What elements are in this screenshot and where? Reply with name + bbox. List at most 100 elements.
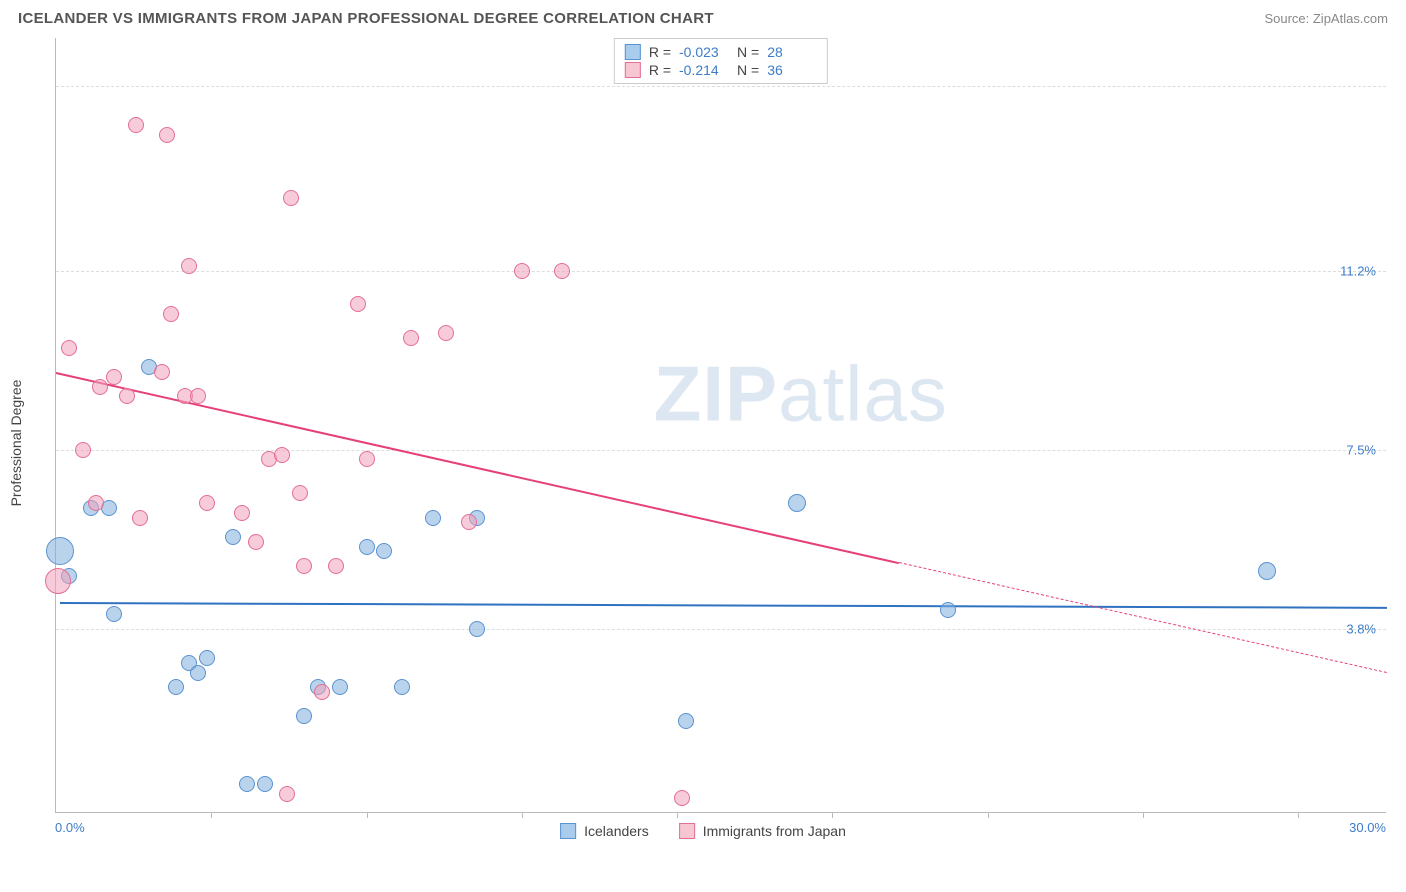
legend-series-item: Icelanders xyxy=(560,823,649,839)
point-immigrants-from-japan xyxy=(190,388,206,404)
point-immigrants-from-japan xyxy=(45,568,71,594)
y-axis-label: Professional Degree xyxy=(8,380,24,507)
point-immigrants-from-japan xyxy=(119,388,135,404)
point-immigrants-from-japan xyxy=(128,117,144,133)
gridline xyxy=(56,86,1386,87)
source-value: ZipAtlas.com xyxy=(1313,11,1388,26)
y-tick-label: 7.5% xyxy=(1346,442,1376,457)
point-icelanders xyxy=(940,602,956,618)
legend-swatch xyxy=(625,62,641,78)
point-immigrants-from-japan xyxy=(132,510,148,526)
legend-series: Icelanders Immigrants from Japan xyxy=(560,823,846,839)
point-icelanders xyxy=(106,606,122,622)
point-immigrants-from-japan xyxy=(328,558,344,574)
chart-wrapper: ICELANDER VS IMMIGRANTS FROM JAPAN PROFE… xyxy=(10,10,1396,882)
legend-swatch xyxy=(679,823,695,839)
x-tick xyxy=(367,812,368,818)
x-tick xyxy=(677,812,678,818)
point-immigrants-from-japan xyxy=(296,558,312,574)
watermark-light: atlas xyxy=(778,350,948,438)
chart-title: ICELANDER VS IMMIGRANTS FROM JAPAN PROFE… xyxy=(18,10,714,27)
gridline xyxy=(56,629,1386,630)
point-immigrants-from-japan xyxy=(274,447,290,463)
legend-n-label: N = xyxy=(737,62,759,78)
point-icelanders xyxy=(257,776,273,792)
point-immigrants-from-japan xyxy=(554,263,570,279)
legend-r-label: R = xyxy=(649,44,671,60)
x-tick xyxy=(988,812,989,818)
legend-r-value: -0.023 xyxy=(679,44,729,60)
point-icelanders xyxy=(678,713,694,729)
y-tick-label: 11.2% xyxy=(1340,263,1376,278)
x-tick xyxy=(1143,812,1144,818)
point-icelanders xyxy=(190,665,206,681)
point-immigrants-from-japan xyxy=(154,364,170,380)
legend-n-value: 36 xyxy=(767,62,817,78)
trend-dash-immigrants-from-japan xyxy=(899,562,1387,673)
point-icelanders xyxy=(225,529,241,545)
point-immigrants-from-japan xyxy=(234,505,250,521)
point-icelanders xyxy=(332,679,348,695)
x-tick xyxy=(832,812,833,818)
point-icelanders xyxy=(239,776,255,792)
point-immigrants-from-japan xyxy=(359,451,375,467)
legend-series-label: Immigrants from Japan xyxy=(703,823,846,839)
point-icelanders xyxy=(296,708,312,724)
point-icelanders xyxy=(46,537,74,565)
point-immigrants-from-japan xyxy=(461,514,477,530)
point-immigrants-from-japan xyxy=(106,369,122,385)
legend-r-value: -0.214 xyxy=(679,62,729,78)
legend-correlation-row: R = -0.023 N = 28 xyxy=(625,43,817,61)
legend-series-label: Icelanders xyxy=(584,823,649,839)
x-tick xyxy=(522,812,523,818)
point-immigrants-from-japan xyxy=(181,258,197,274)
point-icelanders xyxy=(199,650,215,666)
point-icelanders xyxy=(1258,562,1276,580)
legend-r-label: R = xyxy=(649,62,671,78)
x-tick-label: 30.0% xyxy=(1349,820,1386,835)
legend-series-item: Immigrants from Japan xyxy=(679,823,846,839)
point-immigrants-from-japan xyxy=(674,790,690,806)
source-label: Source: xyxy=(1264,11,1312,26)
x-tick-label: 0.0% xyxy=(55,820,85,835)
point-immigrants-from-japan xyxy=(75,442,91,458)
point-immigrants-from-japan xyxy=(438,325,454,341)
legend-correlation-row: R = -0.214 N = 36 xyxy=(625,61,817,79)
title-row: ICELANDER VS IMMIGRANTS FROM JAPAN PROFE… xyxy=(10,10,1396,33)
legend-n-label: N = xyxy=(737,44,759,60)
point-immigrants-from-japan xyxy=(350,296,366,312)
y-tick-label: 3.8% xyxy=(1346,621,1376,636)
x-tick xyxy=(1298,812,1299,818)
point-icelanders xyxy=(425,510,441,526)
point-immigrants-from-japan xyxy=(279,786,295,802)
legend-swatch xyxy=(625,44,641,60)
point-icelanders xyxy=(376,543,392,559)
point-icelanders xyxy=(394,679,410,695)
point-immigrants-from-japan xyxy=(248,534,264,550)
point-immigrants-from-japan xyxy=(61,340,77,356)
x-tick xyxy=(211,812,212,818)
point-immigrants-from-japan xyxy=(403,330,419,346)
plot-container: Professional Degree ZIPatlas R = -0.023 N… xyxy=(10,33,1396,853)
plot-area: ZIPatlas R = -0.023 N = 28 R = -0.214 N = 3… xyxy=(55,38,1386,813)
point-icelanders xyxy=(788,494,806,512)
legend-swatch xyxy=(560,823,576,839)
point-immigrants-from-japan xyxy=(88,495,104,511)
legend-correlation: R = -0.023 N = 28 R = -0.214 N = 36 xyxy=(614,38,828,84)
watermark-bold: ZIP xyxy=(654,350,778,438)
gridline xyxy=(56,271,1386,272)
point-immigrants-from-japan xyxy=(292,485,308,501)
point-immigrants-from-japan xyxy=(159,127,175,143)
trend-line-icelanders xyxy=(60,602,1387,609)
watermark: ZIPatlas xyxy=(654,349,948,440)
chart-source: Source: ZipAtlas.com xyxy=(1264,11,1388,26)
point-icelanders xyxy=(469,621,485,637)
legend-n-value: 28 xyxy=(767,44,817,60)
point-immigrants-from-japan xyxy=(514,263,530,279)
point-icelanders xyxy=(359,539,375,555)
point-immigrants-from-japan xyxy=(314,684,330,700)
gridline xyxy=(56,450,1386,451)
point-immigrants-from-japan xyxy=(199,495,215,511)
point-icelanders xyxy=(168,679,184,695)
point-immigrants-from-japan xyxy=(283,190,299,206)
